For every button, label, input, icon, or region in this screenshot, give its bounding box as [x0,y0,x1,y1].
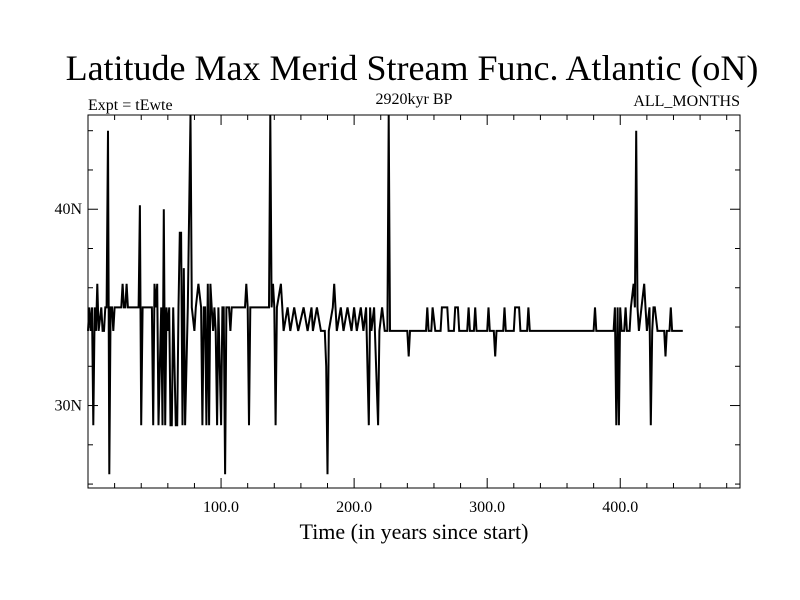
x-axis-label: Time (in years since start) [300,519,529,544]
chart-subtitle-right: ALL_MONTHS [633,93,740,110]
chart-title: Latitude Max Merid Stream Func. Atlantic… [66,48,759,88]
y-tick-label: 40N [54,201,82,218]
plot-frame [87,114,741,489]
chart-subtitle-left: Expt = tEwte [88,97,173,114]
y-tick-label: 30N [54,398,82,415]
x-tick-label: 400.0 [602,499,638,516]
chart-subtitle-center: 2920kyr BP [376,91,453,108]
x-tick-label: 100.0 [203,499,239,516]
axis-ticks [88,115,740,488]
x-tick-label: 300.0 [469,499,505,516]
series-line [87,114,683,475]
axis-tick-labels: 100.0 200.0 300.0 400.0 30N 40N [54,201,638,516]
x-tick-label: 200.0 [336,499,372,516]
